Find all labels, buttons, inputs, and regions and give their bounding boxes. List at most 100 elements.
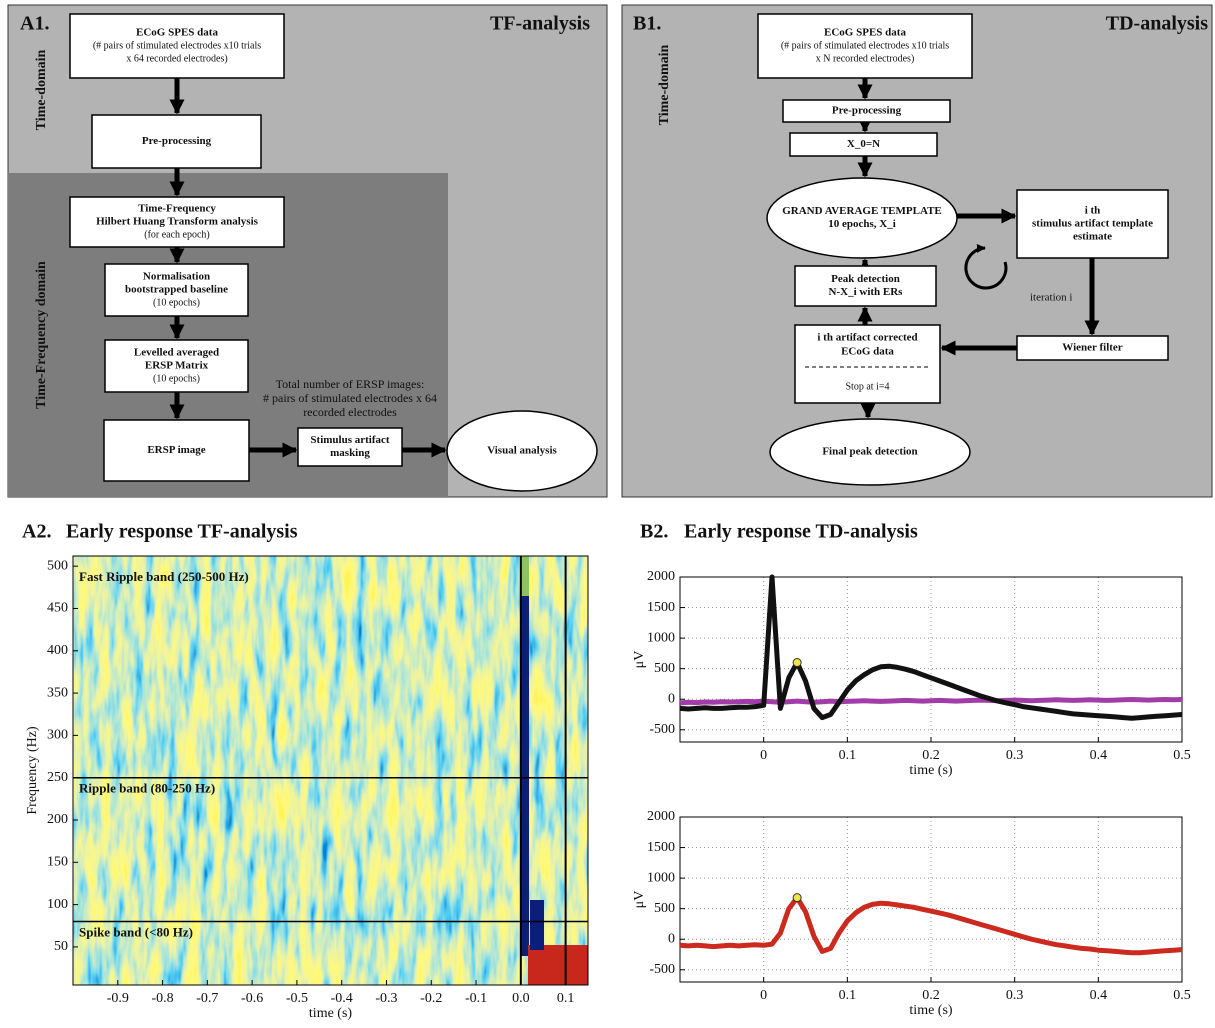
y-tick-label: 500 <box>654 901 675 916</box>
x-tick-label: 0.0 <box>512 991 530 1006</box>
artifact-region <box>530 900 544 950</box>
node-label: Visual analysis <box>487 445 557 457</box>
node-label: Final peak detection <box>822 446 917 458</box>
x-tick-label: 0.2 <box>922 988 940 1003</box>
x-tick-label: -0.9 <box>107 991 129 1006</box>
domain-label: Time-domain <box>657 44 672 125</box>
node-label: 10 epochs, X_i <box>828 218 896 230</box>
y-tick-label: 450 <box>47 601 68 616</box>
band-label: Fast Ripple band (250-500 Hz) <box>79 569 249 584</box>
peak-marker <box>793 894 801 902</box>
x-tick-label: -0.2 <box>420 991 442 1006</box>
x-tick-label: 0 <box>760 748 767 763</box>
panel-label: A1. <box>20 13 49 35</box>
y-tick-label: 2000 <box>647 809 675 824</box>
y-axis-label: Frequency (Hz) <box>25 726 40 815</box>
node-label: (# pairs of stimulated electrodes x10 tr… <box>93 40 261 51</box>
domain-label: Time-domain <box>34 49 49 130</box>
node-label: Stop at i=4 <box>846 381 890 392</box>
artifact-region <box>521 596 529 956</box>
note: Total number of ERSP images: <box>276 377 425 391</box>
node-label: Pre-processing <box>832 105 902 117</box>
node-label: ERSP image <box>147 444 205 456</box>
y-tick-label: 0 <box>668 691 675 706</box>
x-tick-label: 0.2 <box>922 748 940 763</box>
y-tick-label: 500 <box>47 558 68 573</box>
node-label: ECoG SPES data <box>824 27 906 39</box>
panel-label: B1. <box>633 13 661 35</box>
x-tick-label: 0.4 <box>1090 748 1108 763</box>
node-label: i th <box>1085 205 1101 217</box>
y-tick-label: 50 <box>54 939 68 954</box>
node-label: i th artifact corrected <box>817 332 917 344</box>
note: recorded electrodes <box>303 405 397 419</box>
node-label: bootstrapped baseline <box>125 284 228 296</box>
x-tick-label: -0.8 <box>151 991 173 1006</box>
note: # pairs of stimulated electrodes x 64 <box>263 391 437 405</box>
x-tick-label: 0.4 <box>1090 988 1108 1003</box>
x-tick-label: -0.6 <box>241 991 263 1006</box>
y-tick-label: 350 <box>47 685 68 700</box>
x-tick-label: -0.1 <box>465 991 487 1006</box>
panel-title: TD-analysis <box>1106 13 1208 35</box>
artifact-region <box>528 945 588 985</box>
node-label: Wiener filter <box>1062 342 1122 354</box>
x-tick-label: 0.3 <box>1006 748 1024 763</box>
heatmap <box>73 556 588 985</box>
x-tick-label: 0.5 <box>1173 988 1191 1003</box>
domain-label: Time-Frequency domain <box>34 261 49 409</box>
y-axis-label: μV <box>632 891 647 909</box>
panel-label: A2. <box>22 521 51 543</box>
y-tick-label: 0 <box>668 931 675 946</box>
y-tick-label: 100 <box>47 897 68 912</box>
node-label: ERSP Matrix <box>145 360 209 372</box>
node-label: estimate <box>1073 231 1112 243</box>
node-label: x N recorded electrodes) <box>816 53 915 64</box>
x-tick-label: -0.4 <box>331 991 353 1006</box>
node-label: Peak detection <box>831 273 900 285</box>
band-label: Spike band (<80 Hz) <box>79 925 193 940</box>
node-label: Time-Frequency <box>138 203 216 215</box>
band-label: Ripple band (80-250 Hz) <box>79 781 215 796</box>
y-tick-label: 300 <box>47 728 68 743</box>
node-label: N-X_i with ERs <box>829 286 904 298</box>
x-tick-label: 0 <box>760 988 767 1003</box>
panel-label: B2. <box>640 521 668 543</box>
y-tick-label: 1500 <box>647 600 675 615</box>
x-tick-label: -0.5 <box>286 991 308 1006</box>
x-tick-label: 0.1 <box>557 991 575 1006</box>
node-label: Levelled averaged <box>134 347 219 359</box>
x-tick-label: 0.1 <box>839 988 857 1003</box>
node-label: Pre-processing <box>142 135 212 147</box>
y-tick-label: 200 <box>47 812 68 827</box>
panel-title: Early response TD-analysis <box>684 521 918 543</box>
node-label: X_0=N <box>847 138 880 150</box>
y-tick-label: 1000 <box>647 630 675 645</box>
node-label: Stimulus artifact <box>310 434 389 446</box>
figure: ECoG SPES data(# pairs of stimulated ele… <box>0 0 1215 1023</box>
y-tick-label: -500 <box>649 722 675 737</box>
node-label: ECoG SPES data <box>136 27 218 39</box>
y-tick-label: 1000 <box>647 870 675 885</box>
y-tick-label: -500 <box>649 962 675 977</box>
node-label: Normalisation <box>143 271 210 283</box>
node-label: (10 epochs) <box>153 297 200 308</box>
node-label: GRAND AVERAGE TEMPLATE <box>782 205 942 217</box>
y-tick-label: 500 <box>654 661 675 676</box>
x-tick-label: 0.3 <box>1006 988 1024 1003</box>
x-tick-label: 0.5 <box>1173 748 1191 763</box>
node-label: (for each epoch) <box>144 229 210 240</box>
y-tick-label: 400 <box>47 643 68 658</box>
node-label: stimulus artifact template <box>1032 218 1153 230</box>
y-tick-label: 150 <box>47 855 68 870</box>
node-label: (# pairs of stimulated electrodes x10 tr… <box>781 40 949 51</box>
node-label: (10 epochs) <box>153 373 200 384</box>
node-label: x 64 recorded electrodes) <box>126 53 227 64</box>
peak-marker <box>793 659 801 667</box>
x-tick-label: 0.1 <box>839 748 857 763</box>
node-label: ECoG data <box>841 346 894 358</box>
heatmap-texture <box>73 556 588 985</box>
x-tick-label: -0.3 <box>375 991 397 1006</box>
y-tick-label: 250 <box>47 770 68 785</box>
x-axis-label: time (s) <box>309 1006 352 1021</box>
